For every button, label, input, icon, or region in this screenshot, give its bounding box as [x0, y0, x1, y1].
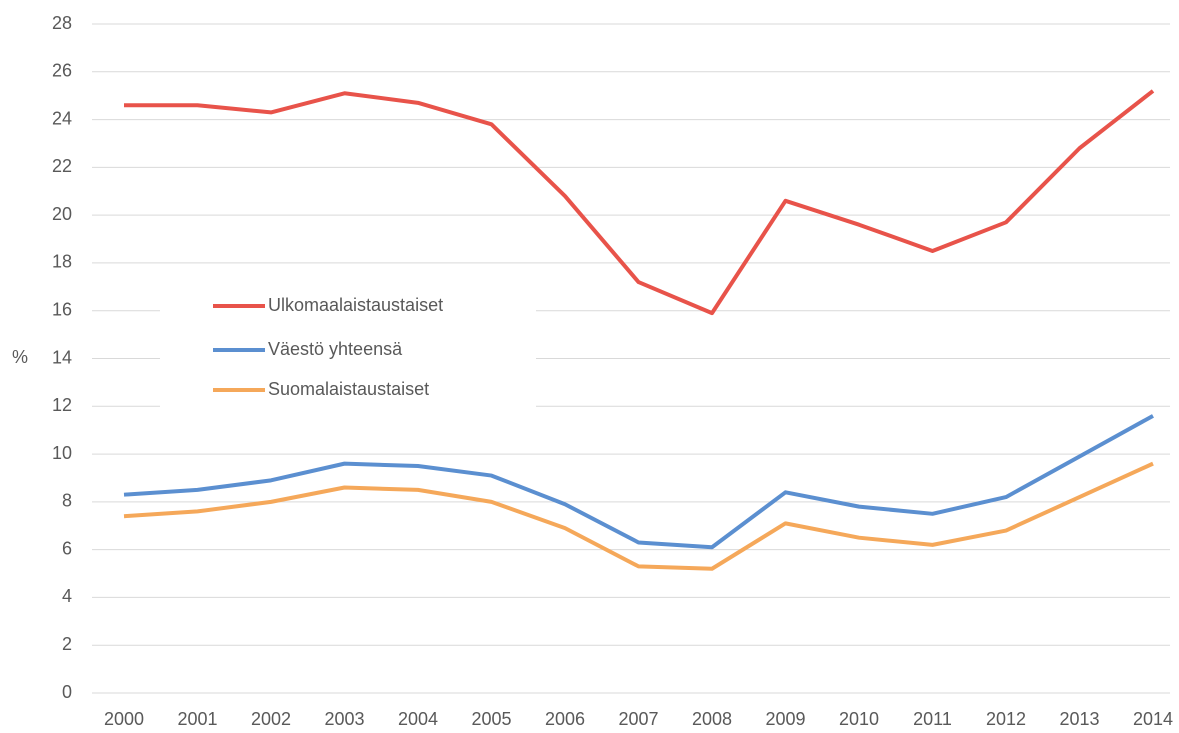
x-tick-label: 2009	[765, 709, 805, 729]
x-tick-label: 2000	[104, 709, 144, 729]
x-tick-label: 2004	[398, 709, 438, 729]
legend-label: Ulkomaalaistaustaiset	[268, 295, 443, 315]
x-tick-label: 2001	[177, 709, 217, 729]
legend-label: Väestö yhteensä	[268, 339, 403, 359]
y-tick-label: 28	[52, 13, 72, 33]
y-tick-label: 26	[52, 61, 72, 81]
legend-label: Suomalaistaustaiset	[268, 379, 429, 399]
y-tick-label: 20	[52, 204, 72, 224]
series-line	[123, 414, 1154, 550]
y-tick-label: 22	[52, 156, 72, 176]
series-line	[124, 89, 1155, 316]
y-tick-label: 24	[52, 108, 72, 128]
x-tick-label: 2014	[1133, 709, 1173, 729]
x-tick-label: 2013	[1059, 709, 1099, 729]
x-tick-label: 2008	[692, 709, 732, 729]
y-tick-label: 0	[62, 682, 72, 702]
y-tick-label: 10	[52, 443, 72, 463]
x-tick-label: 2003	[324, 709, 364, 729]
y-tick-label: 6	[62, 538, 72, 558]
x-tick-label: 2007	[618, 709, 658, 729]
y-tick-label: 4	[62, 586, 72, 606]
y-tick-label: 18	[52, 252, 72, 272]
series-line	[123, 461, 1154, 571]
y-tick-label: 8	[62, 491, 72, 511]
x-tick-label: 2010	[839, 709, 879, 729]
x-tick-label: 2002	[251, 709, 291, 729]
y-tick-label: 2	[62, 634, 72, 654]
x-tick-label: 2005	[471, 709, 511, 729]
x-tick-label: 2012	[986, 709, 1026, 729]
y-tick-label: 14	[52, 347, 72, 367]
y-tick-label: 12	[52, 395, 72, 415]
x-tick-label: 2011	[913, 709, 952, 729]
y-tick-label: 16	[52, 299, 72, 319]
x-tick-label: 2006	[545, 709, 585, 729]
y-axis-label: %	[12, 347, 28, 367]
